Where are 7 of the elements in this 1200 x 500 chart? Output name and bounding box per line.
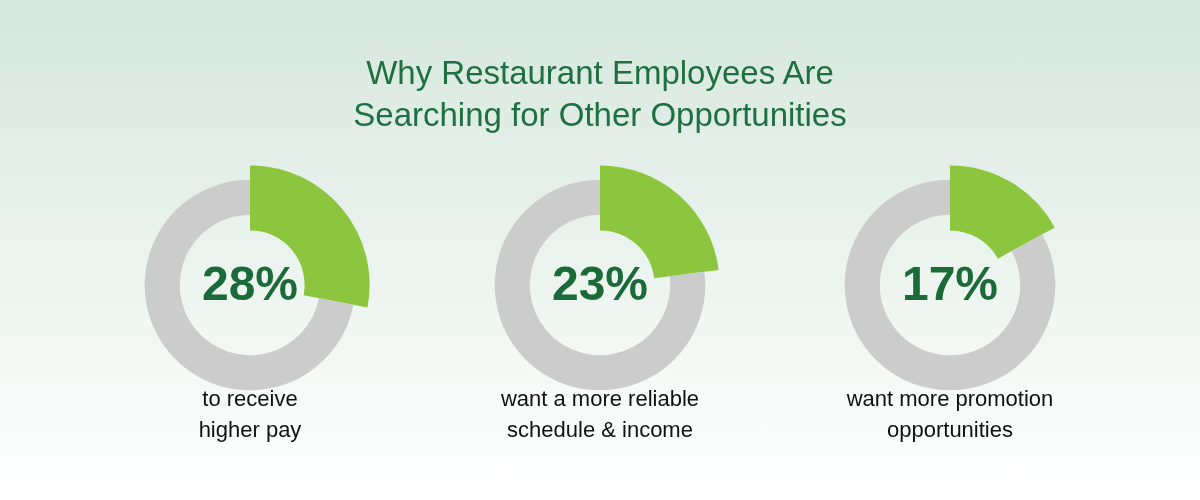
text: want more promotion opportunities bbox=[845, 385, 1055, 444]
text: Why Restaurant Employees Are Searching for Other Opportunities bbox=[352, 53, 848, 135]
data-label: 17% bbox=[901, 257, 999, 311]
data-label: 28% bbox=[201, 257, 299, 311]
text: want a more reliable schedule & income bbox=[499, 385, 701, 444]
text: to receive higher pay bbox=[197, 385, 303, 444]
data-label: 23% bbox=[551, 257, 649, 311]
